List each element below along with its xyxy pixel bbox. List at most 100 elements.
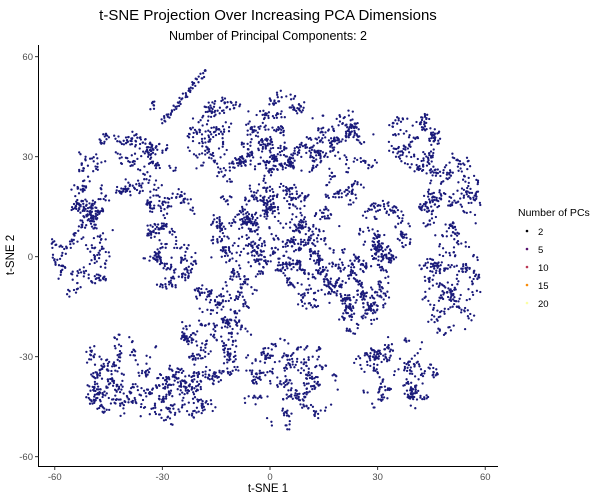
data-point bbox=[316, 252, 320, 255]
data-point bbox=[451, 171, 454, 174]
data-point bbox=[431, 258, 435, 262]
data-point bbox=[309, 237, 312, 240]
data-point bbox=[54, 263, 57, 266]
data-point bbox=[472, 196, 475, 199]
data-point bbox=[252, 198, 256, 201]
data-point bbox=[429, 168, 433, 171]
data-point bbox=[421, 374, 425, 378]
data-point bbox=[252, 396, 255, 399]
data-point bbox=[69, 242, 72, 246]
data-point bbox=[189, 271, 193, 274]
data-point bbox=[237, 244, 240, 248]
data-point bbox=[271, 206, 274, 210]
data-point bbox=[72, 238, 75, 242]
data-point bbox=[456, 189, 459, 192]
data-point bbox=[250, 254, 254, 257]
data-point bbox=[255, 259, 258, 263]
data-point bbox=[369, 296, 372, 299]
data-point bbox=[457, 270, 461, 273]
data-point bbox=[280, 116, 283, 119]
data-point bbox=[56, 258, 59, 261]
data-point bbox=[350, 262, 354, 265]
data-point bbox=[300, 283, 303, 286]
data-point bbox=[328, 262, 331, 265]
data-point bbox=[183, 403, 186, 406]
data-point bbox=[103, 364, 106, 368]
data-point bbox=[378, 285, 381, 289]
data-point bbox=[239, 277, 242, 281]
data-point bbox=[477, 273, 481, 276]
data-point bbox=[238, 103, 242, 106]
data-point bbox=[372, 366, 376, 369]
data-point bbox=[437, 299, 441, 302]
data-point bbox=[211, 235, 215, 238]
data-point bbox=[133, 160, 136, 163]
data-point bbox=[382, 292, 385, 295]
data-point bbox=[89, 222, 93, 225]
data-point bbox=[249, 333, 253, 336]
data-point bbox=[310, 250, 313, 253]
data-point bbox=[177, 367, 180, 371]
data-point bbox=[93, 363, 97, 366]
data-point bbox=[238, 264, 241, 267]
data-point bbox=[411, 372, 414, 376]
data-point bbox=[164, 120, 167, 123]
data-point bbox=[377, 355, 381, 358]
data-point bbox=[212, 159, 215, 162]
data-point bbox=[317, 127, 320, 131]
data-point bbox=[57, 277, 60, 280]
data-point bbox=[463, 175, 466, 178]
data-point bbox=[191, 397, 195, 400]
data-point bbox=[214, 329, 217, 333]
data-point bbox=[250, 371, 253, 374]
data-point bbox=[153, 100, 156, 103]
data-point bbox=[352, 182, 356, 185]
data-point bbox=[198, 354, 202, 357]
data-point bbox=[247, 242, 251, 246]
data-point bbox=[228, 258, 232, 261]
data-point bbox=[292, 167, 295, 170]
data-point bbox=[268, 205, 271, 209]
data-point bbox=[204, 141, 207, 144]
data-point bbox=[315, 261, 318, 264]
data-point bbox=[322, 278, 325, 281]
data-point bbox=[102, 133, 105, 136]
data-point bbox=[296, 259, 299, 262]
data-point bbox=[317, 271, 320, 274]
data-point bbox=[169, 389, 173, 392]
data-point bbox=[129, 194, 132, 197]
data-point bbox=[172, 104, 175, 107]
data-point bbox=[286, 267, 289, 270]
data-point bbox=[441, 254, 445, 258]
data-point bbox=[279, 131, 283, 134]
data-point bbox=[198, 141, 201, 145]
data-point bbox=[369, 359, 372, 362]
data-point bbox=[342, 316, 345, 319]
data-point bbox=[398, 157, 402, 160]
data-point bbox=[452, 192, 455, 196]
data-point bbox=[448, 289, 451, 292]
data-point bbox=[393, 370, 396, 373]
data-point bbox=[344, 130, 348, 133]
data-point bbox=[479, 290, 482, 294]
data-point bbox=[210, 106, 213, 109]
data-point bbox=[257, 270, 261, 273]
data-point bbox=[329, 403, 333, 406]
data-point bbox=[248, 154, 251, 157]
data-point bbox=[374, 202, 377, 205]
data-point bbox=[285, 192, 289, 195]
data-point bbox=[248, 120, 251, 123]
data-point bbox=[59, 270, 63, 273]
data-point bbox=[263, 186, 266, 189]
data-point bbox=[452, 293, 455, 297]
data-point bbox=[176, 105, 179, 108]
data-point bbox=[285, 155, 289, 158]
data-point bbox=[413, 170, 416, 173]
data-point bbox=[201, 400, 204, 403]
data-point bbox=[178, 410, 181, 413]
data-point bbox=[189, 208, 192, 211]
data-point bbox=[222, 111, 226, 115]
data-point bbox=[262, 352, 266, 355]
data-point bbox=[239, 267, 242, 270]
data-point bbox=[238, 254, 242, 257]
